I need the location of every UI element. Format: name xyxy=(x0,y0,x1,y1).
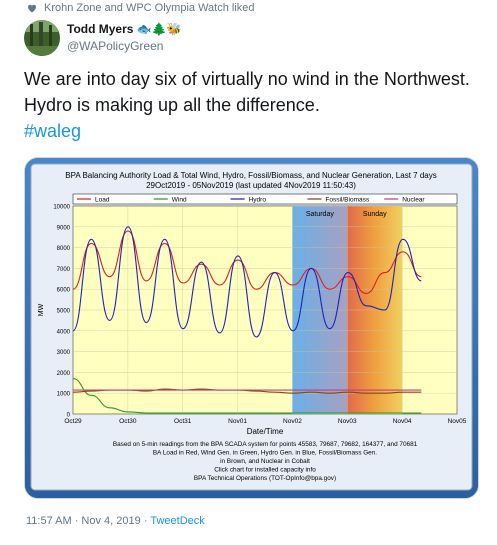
y-tick-label: 4000 xyxy=(57,329,71,335)
footnote-line: Based on 5-min readings from the BPA SCA… xyxy=(113,441,418,448)
chart-footnote: Based on 5-min readings from the BPA SCA… xyxy=(113,441,418,482)
social-context-text: Krohn Zone and WPC Olympia Watch liked xyxy=(44,2,255,14)
series-lines xyxy=(72,226,422,414)
tweet-footer: 11:57 AM · Nov 4, 2019 · TweetDeck xyxy=(26,515,205,527)
chart-title: BPA Balancing Authority Load & Total Win… xyxy=(65,171,436,180)
x-tick-label: Nov05 xyxy=(448,418,467,425)
y-tick-labels: 0 1000 2000 3000 4000 5000 6000 7000 8000 9000 100… xyxy=(53,205,70,419)
legend-label: Wind xyxy=(172,197,187,204)
social-context: Krohn Zone and WPC Olympia Watch liked xyxy=(26,0,255,16)
y-axis-label: MW xyxy=(38,303,45,316)
bpa-chart: BPA Balancing Authority Load & Total Win… xyxy=(25,158,478,498)
footnote-line: Click chart for installed capacity info xyxy=(214,467,316,474)
x-tick-label: Nov02 xyxy=(283,418,302,425)
series-line-load xyxy=(72,230,422,294)
y-tick-label: 0 xyxy=(67,413,71,419)
author-name[interactable]: Todd Myers 🐟🌲🐝 xyxy=(67,22,182,36)
chart-legend: Load Wind Hydro Fossil/Biomass Nuclear xyxy=(72,193,458,205)
x-tick-label: Nov01 xyxy=(228,418,247,425)
hashtag-link[interactable]: #waleg xyxy=(24,121,82,141)
y-tick-label: 6000 xyxy=(57,288,71,294)
legend-label: Hydro xyxy=(249,197,267,204)
footnote-line: in Brown, and Nuclear in Cobalt xyxy=(220,458,310,465)
x-tick-label: Oct29 xyxy=(64,418,82,425)
y-tick-label: 8000 xyxy=(57,246,71,252)
sunday-label: Sunday xyxy=(363,211,387,218)
legend-label: Fossil/Biomass xyxy=(325,197,369,204)
x-tick-labels: Oct29 Oct30 Oct31 Nov01 Nov02 Nov03 Nov04 Nov05 xyxy=(64,418,466,425)
tweet-timestamp[interactable]: 11:57 AM · Nov 4, 2019 xyxy=(26,515,141,527)
x-tick-label: Nov04 xyxy=(393,418,412,425)
y-tick-label: 1000 xyxy=(57,392,71,398)
tweet-text: We are into day six of virtually no wind… xyxy=(24,66,484,144)
x-tick-label: Oct30 xyxy=(119,418,137,425)
heart-icon xyxy=(28,4,36,13)
tweet-body: We are into day six of virtually no wind… xyxy=(24,69,470,115)
avatar[interactable] xyxy=(24,20,60,56)
footer-separator: · xyxy=(140,515,151,527)
author-emoji: 🐟🌲🐝 xyxy=(136,22,182,36)
legend-box xyxy=(72,193,458,205)
x-axis-label: Date/Time xyxy=(247,427,284,436)
series-line-wind xyxy=(72,378,422,414)
footnote-line: BA Load in Red, Wind Gen. in Green, Hydr… xyxy=(153,450,377,457)
y-tick-label: 3000 xyxy=(57,350,71,356)
y-tick-label: 2000 xyxy=(57,371,71,377)
chart-image-card[interactable]: BPA Balancing Authority Load & Total Win… xyxy=(24,157,479,499)
series-line-hydro xyxy=(72,226,422,338)
source-link[interactable]: TweetDeck xyxy=(150,515,205,527)
y-tick-label: 5000 xyxy=(57,309,71,315)
y-tick-label: 7000 xyxy=(57,267,71,273)
footnote-line: BPA Technical Operations (TOT-OpInfo@bpa… xyxy=(194,475,336,482)
x-tick-label: Nov03 xyxy=(338,418,357,425)
y-tick-label: 10000 xyxy=(53,205,70,211)
legend-label: Load xyxy=(95,197,110,204)
legend-label: Nuclear xyxy=(402,197,425,204)
author-handle[interactable]: @WAPolicyGreen xyxy=(67,39,164,53)
chart-subtitle: 29Oct2019 - 05Nov2019 (last updated 4Nov… xyxy=(146,181,356,190)
saturday-label: Saturday xyxy=(306,211,335,218)
x-tick-label: Oct31 xyxy=(174,418,192,425)
y-tick-label: 9000 xyxy=(57,225,71,231)
